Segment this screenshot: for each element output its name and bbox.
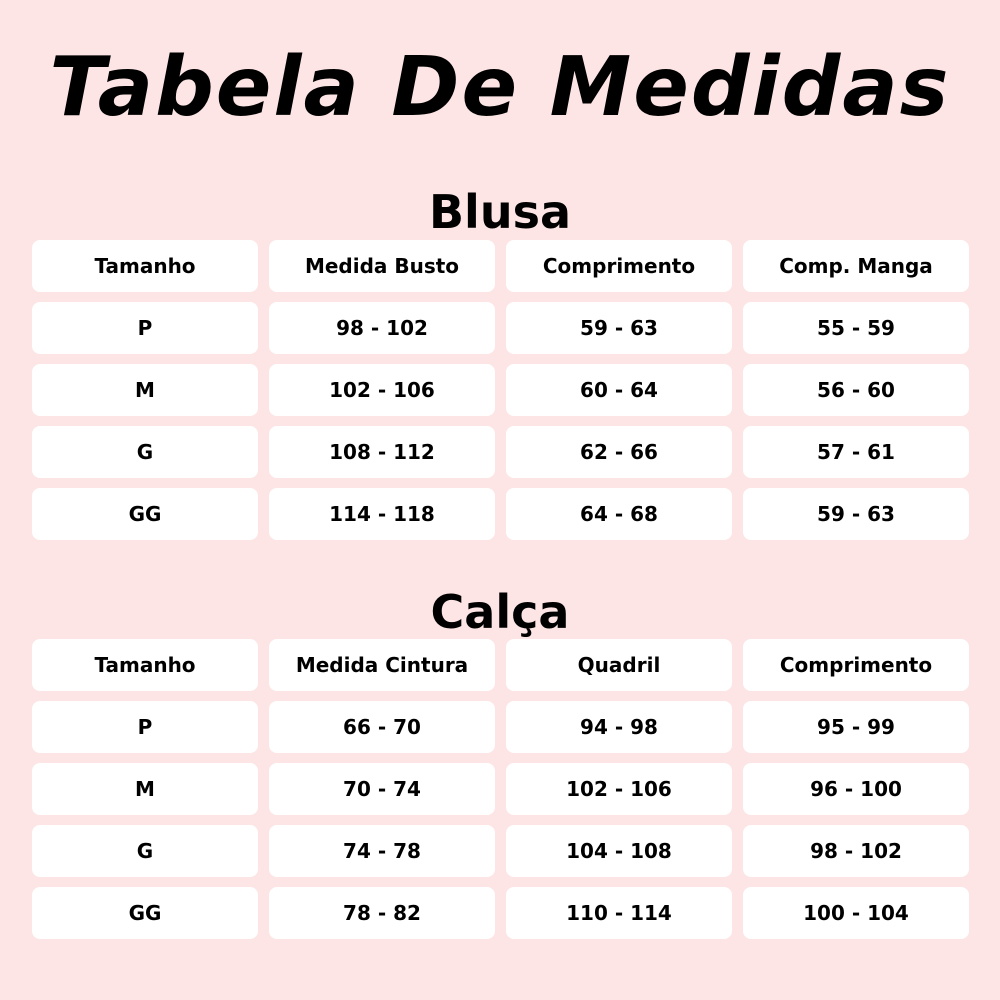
table-header-row: Tamanho Medida Busto Comprimento Comp. Mang… [32,240,969,292]
table-row: G 108 - 112 62 - 66 57 - 61 [32,426,969,478]
table-cell: 100 - 104 [743,887,969,939]
table-cell: M [32,364,258,416]
table-cell: 55 - 59 [743,302,969,354]
header-cell: Comprimento [506,240,732,292]
table-cell: 114 - 118 [269,488,495,540]
table-cell: 64 - 68 [506,488,732,540]
table-cell: GG [32,887,258,939]
table-cell: 59 - 63 [506,302,732,354]
table-cell: 59 - 63 [743,488,969,540]
header-cell: Medida Cintura [269,639,495,691]
table-cell: 57 - 61 [743,426,969,478]
header-cell: Comp. Manga [743,240,969,292]
calca-table: Tamanho Medida Cintura Quadril Comprimento P… [32,639,969,949]
table-header-row: Tamanho Medida Cintura Quadril Comprimento [32,639,969,691]
header-cell: Tamanho [32,240,258,292]
table-row: G 74 - 78 104 - 108 98 - 102 [32,825,969,877]
header-cell: Quadril [506,639,732,691]
table-cell: 70 - 74 [269,763,495,815]
table-cell: M [32,763,258,815]
table-cell: 60 - 64 [506,364,732,416]
table-cell: 74 - 78 [269,825,495,877]
table-cell: 108 - 112 [269,426,495,478]
header-cell: Comprimento [743,639,969,691]
table-cell: 66 - 70 [269,701,495,753]
table-cell: 96 - 100 [743,763,969,815]
page-title: Tabela De Medidas [49,40,951,135]
header-cell: Tamanho [32,639,258,691]
table-row: M 70 - 74 102 - 106 96 - 100 [32,763,969,815]
calca-section-title: Calça [430,585,570,639]
table-cell: 102 - 106 [269,364,495,416]
blusa-section-title: Blusa [429,185,571,239]
table-cell: 104 - 108 [506,825,732,877]
table-cell: 94 - 98 [506,701,732,753]
table-cell: 98 - 102 [269,302,495,354]
table-row: GG 78 - 82 110 - 114 100 - 104 [32,887,969,939]
table-cell: 98 - 102 [743,825,969,877]
table-row: M 102 - 106 60 - 64 56 - 60 [32,364,969,416]
table-cell: P [32,302,258,354]
table-cell: G [32,825,258,877]
table-row: P 98 - 102 59 - 63 55 - 59 [32,302,969,354]
table-cell: G [32,426,258,478]
table-cell: 62 - 66 [506,426,732,478]
table-cell: 110 - 114 [506,887,732,939]
table-cell: 102 - 106 [506,763,732,815]
header-cell: Medida Busto [269,240,495,292]
blusa-table: Tamanho Medida Busto Comprimento Comp. Mang… [32,240,969,550]
table-cell: 78 - 82 [269,887,495,939]
table-cell: GG [32,488,258,540]
table-cell: 56 - 60 [743,364,969,416]
table-row: GG 114 - 118 64 - 68 59 - 63 [32,488,969,540]
table-cell: P [32,701,258,753]
table-cell: 95 - 99 [743,701,969,753]
table-row: P 66 - 70 94 - 98 95 - 99 [32,701,969,753]
